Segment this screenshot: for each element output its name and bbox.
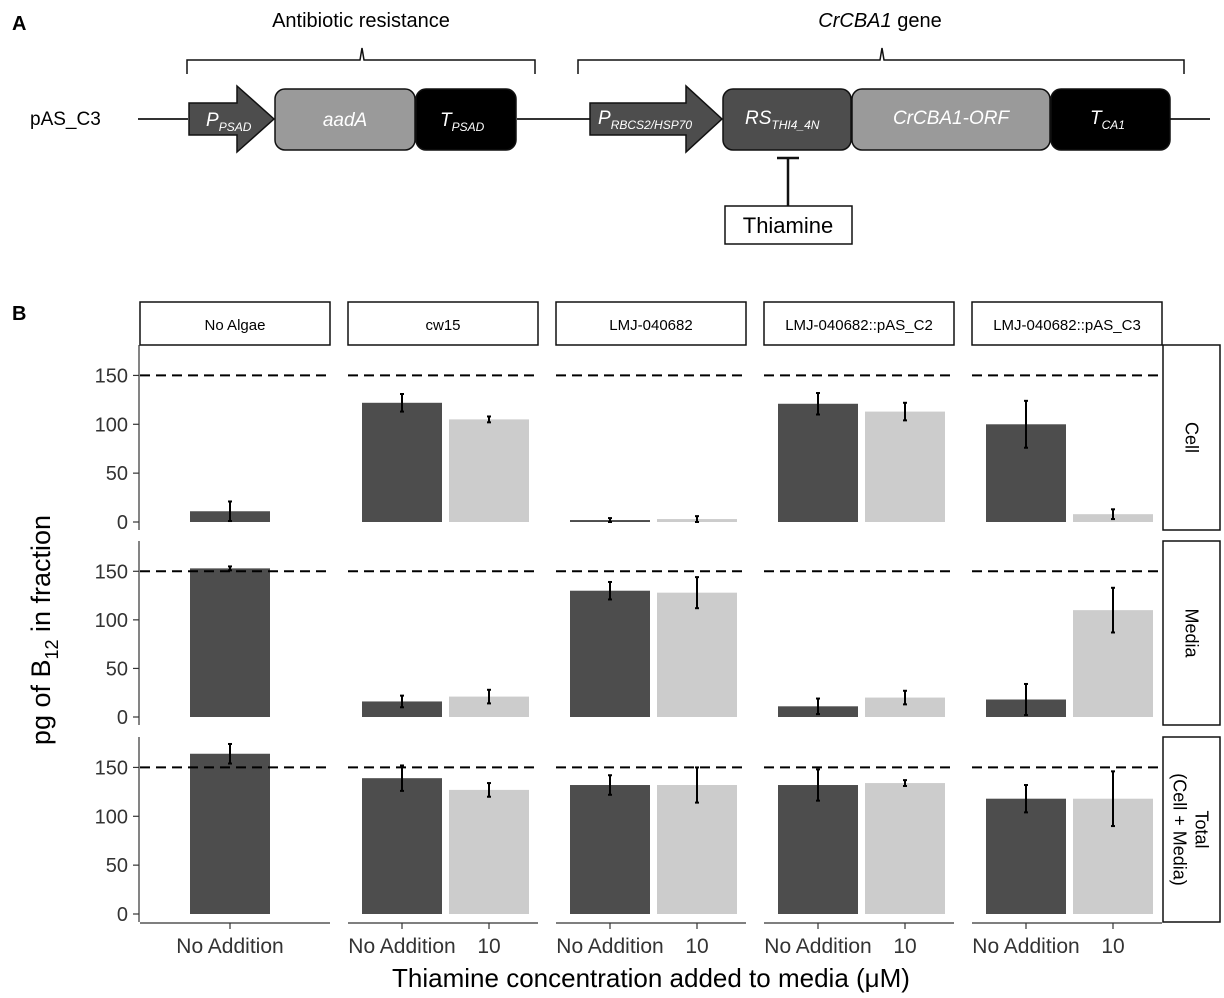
y-tick-label: 150	[95, 365, 128, 387]
y-tick-label: 100	[95, 806, 128, 828]
y-tick-label: 0	[117, 512, 128, 534]
thiamine-label: Thiamine	[743, 213, 833, 238]
y-tick-label: 100	[95, 610, 128, 632]
y-tick-label: 0	[117, 904, 128, 926]
bar	[778, 785, 858, 914]
aada-label: aadA	[323, 110, 367, 131]
bar	[449, 790, 529, 914]
bar	[778, 404, 858, 522]
bar-chart-grid: No Algae cw15 LMJ-040682 LMJ-040682::pAS_C2…	[26, 302, 1220, 993]
y-tick-label: 0	[117, 707, 128, 729]
x-axis-title: Thiamine concentration added to media (μ…	[392, 963, 910, 993]
crcba1-orf-label: CrCBA1-ORF	[893, 108, 1011, 129]
x-tick-label: No Addition	[176, 935, 283, 958]
x-tick-label: No Addition	[764, 935, 871, 958]
facet-strip-label: LMJ-040682::pAS_C3	[993, 317, 1141, 334]
bar	[449, 419, 529, 522]
construct-name: pAS_C3	[30, 109, 101, 130]
y-tick-label: 50	[106, 463, 128, 485]
bar	[190, 568, 270, 717]
bar	[570, 785, 650, 914]
x-tick-label: No Addition	[348, 935, 455, 958]
row-strip-label: Cell	[1182, 422, 1202, 453]
row-strip-label: Media	[1182, 608, 1202, 658]
bar	[865, 412, 945, 522]
facet-strip-label: cw15	[425, 317, 460, 334]
y-tick-label: 50	[106, 855, 128, 877]
bar	[865, 783, 945, 914]
bar	[657, 785, 737, 914]
facet-strip-label: LMJ-040682::pAS_C2	[785, 317, 933, 334]
x-tick-label: 10	[477, 935, 500, 958]
promoter-psad-arrow	[189, 86, 274, 152]
group-label-gene: CrCBA1 gene	[818, 10, 941, 32]
panel-label-a: A	[12, 13, 26, 35]
y-tick-label: 150	[95, 757, 128, 779]
facet-strip-label: LMJ-040682	[609, 317, 692, 334]
bar	[986, 799, 1066, 914]
brace-antibiotic	[187, 48, 535, 74]
bar	[362, 403, 442, 522]
y-axis-title: pg of B12 in fraction	[26, 515, 62, 745]
y-tick-label: 50	[106, 658, 128, 680]
bar	[657, 593, 737, 717]
group-label-antibiotic: Antibiotic resistance	[272, 10, 450, 32]
bar	[570, 591, 650, 717]
y-tick-label: 150	[95, 561, 128, 583]
brace-gene	[578, 48, 1184, 74]
x-tick-label: No Addition	[972, 935, 1079, 958]
x-tick-label: 10	[1101, 935, 1124, 958]
bar	[362, 778, 442, 914]
x-tick-label: No Addition	[556, 935, 663, 958]
facet-strip-label: No Algae	[205, 317, 266, 334]
panel-label-b: B	[12, 303, 26, 325]
x-tick-label: 10	[685, 935, 708, 958]
x-tick-label: 10	[893, 935, 916, 958]
bar	[190, 754, 270, 914]
y-tick-label: 100	[95, 414, 128, 436]
